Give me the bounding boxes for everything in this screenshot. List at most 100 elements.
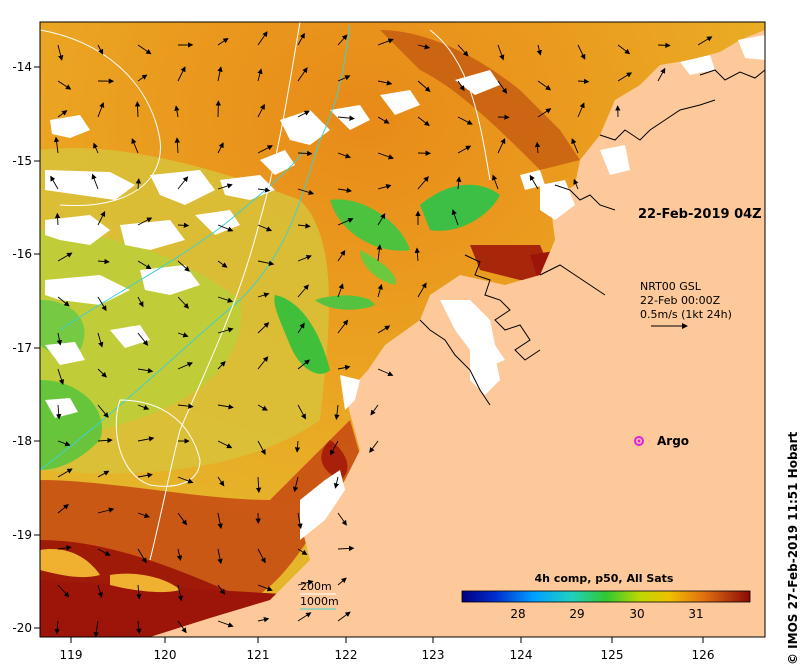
current-vector-arrow <box>337 577 347 586</box>
current-vector-arrow <box>414 247 420 262</box>
current-vector-arrow <box>174 105 180 118</box>
current-vector-arrow <box>217 142 224 154</box>
current-vector-arrow <box>97 437 113 444</box>
current-vector-arrow <box>377 368 394 377</box>
current-vector-arrow <box>492 174 499 190</box>
lat-tick-label: -17 <box>12 341 32 355</box>
credit-label: © IMOS 27-Feb-2019 11:51 Hobart <box>786 431 800 665</box>
current-vector-arrow <box>136 584 142 600</box>
contour-200m <box>39 24 351 471</box>
current-vector-arrow <box>217 440 233 449</box>
current-vector-arrow <box>337 545 355 552</box>
cool-water-patch <box>274 295 330 374</box>
current-vector-arrow <box>176 548 183 561</box>
current-vector-arrow <box>217 584 226 595</box>
current-vector-arrow <box>297 579 314 586</box>
current-vector-arrow <box>257 617 270 623</box>
current-vector-arrow <box>257 404 268 411</box>
current-legend: NRT00 GSL 22-Feb 00:00Z 0.5m/s (1kt 24h) <box>640 280 732 329</box>
current-vector-arrow <box>297 512 303 530</box>
current-vector-arrow <box>217 66 223 82</box>
current-vector-arrow <box>457 44 469 57</box>
current-vector-arrow <box>337 34 348 46</box>
lon-tick-label: 121 <box>247 648 270 662</box>
contour-legend: 200m 1000m <box>300 580 339 610</box>
current-vector-arrow <box>135 178 142 190</box>
current-vector-arrow <box>297 548 308 555</box>
current-vector-arrow <box>297 32 305 46</box>
current-vector-arrow <box>97 368 107 378</box>
lat-tick-label: -18 <box>12 434 32 448</box>
current-vector-arrow <box>297 150 313 157</box>
current-vector-arrow <box>573 178 579 190</box>
current-vector-arrow <box>57 252 73 262</box>
longitude-axis: 119 120 121 122 123 124 125 126 <box>60 637 714 662</box>
current-vector-arrow <box>456 176 462 190</box>
current-vector-arrow <box>257 356 269 370</box>
colorbar-tick-label: 30 <box>629 607 644 621</box>
argo-icon[interactable] <box>634 436 644 446</box>
current-vector-arrow <box>97 332 104 348</box>
current-vector-arrow <box>577 78 590 85</box>
bathymetry-contours <box>39 21 491 561</box>
current-vector-arrow <box>177 222 190 229</box>
current-vector-arrow <box>97 102 105 118</box>
current-vector-arrow <box>97 584 103 598</box>
current-vector-arrow <box>57 440 71 447</box>
current-vector-arrow <box>257 584 273 592</box>
current-vector-arrow <box>697 36 713 46</box>
lon-tick-label: 123 <box>422 648 445 662</box>
current-vector-arrow <box>451 209 459 226</box>
current-vector-arrow <box>297 188 315 195</box>
lat-tick-label: -15 <box>12 154 32 168</box>
current-vector-arrow <box>497 44 505 61</box>
current-vector-arrow <box>337 115 355 121</box>
current-vector-arrow <box>377 152 394 160</box>
current-vector-arrow <box>177 476 194 484</box>
current-vector-arrow <box>337 75 351 82</box>
current-vector-arrow <box>417 80 431 92</box>
current-vector-arrow <box>417 282 427 298</box>
current-legend-time: 22-Feb 00:00Z <box>640 294 721 307</box>
current-vector-arrow <box>369 440 379 453</box>
colorbar-title: 4h comp, p50, All Sats <box>535 572 674 585</box>
current-vector-arrow <box>97 507 115 514</box>
current-vector-arrow <box>257 292 270 298</box>
current-vector-arrow <box>134 101 141 118</box>
current-vector-arrow <box>137 367 154 374</box>
current-vector-arrow <box>137 548 147 564</box>
current-vector-arrow <box>529 174 539 190</box>
argo-float-marker[interactable]: Argo <box>634 434 689 448</box>
current-vector-arrow <box>57 368 65 385</box>
current-vector-arrow <box>337 249 346 262</box>
current-vector-arrow <box>93 620 99 638</box>
current-vector-arrow <box>97 258 110 265</box>
current-vector-arrow <box>417 176 429 190</box>
current-vector-arrow <box>617 44 631 55</box>
current-vector-arrow <box>376 244 383 262</box>
current-vector-arrow <box>294 440 301 453</box>
current-vector-arrow <box>217 548 223 565</box>
current-vector-arrow <box>137 332 149 346</box>
current-vector-arrow <box>577 44 586 60</box>
current-vector-arrow <box>571 138 579 154</box>
current-vector-arrow <box>137 436 155 442</box>
current-vector-arrow <box>297 404 306 420</box>
current-vector-arrow <box>217 224 234 232</box>
current-vector-arrow <box>657 67 666 82</box>
current-vector-arrow <box>577 102 585 118</box>
current-vector-arrow <box>333 476 340 489</box>
current-vector-arrow <box>337 512 347 526</box>
current-vector-arrow <box>337 283 344 298</box>
current-vector-arrow <box>57 545 72 551</box>
current-vector-arrow <box>97 470 110 478</box>
current-vector-arrow <box>217 476 225 487</box>
current-vector-arrow <box>97 44 104 55</box>
contour-legend-200m: 200m <box>300 580 332 593</box>
current-vector-arrow <box>50 175 59 190</box>
current-vector-arrow <box>177 584 184 602</box>
lon-tick-label: 122 <box>335 648 358 662</box>
current-vector-arrow <box>54 620 60 635</box>
current-vector-arrow <box>297 612 312 622</box>
current-vector-arrow <box>257 322 270 334</box>
